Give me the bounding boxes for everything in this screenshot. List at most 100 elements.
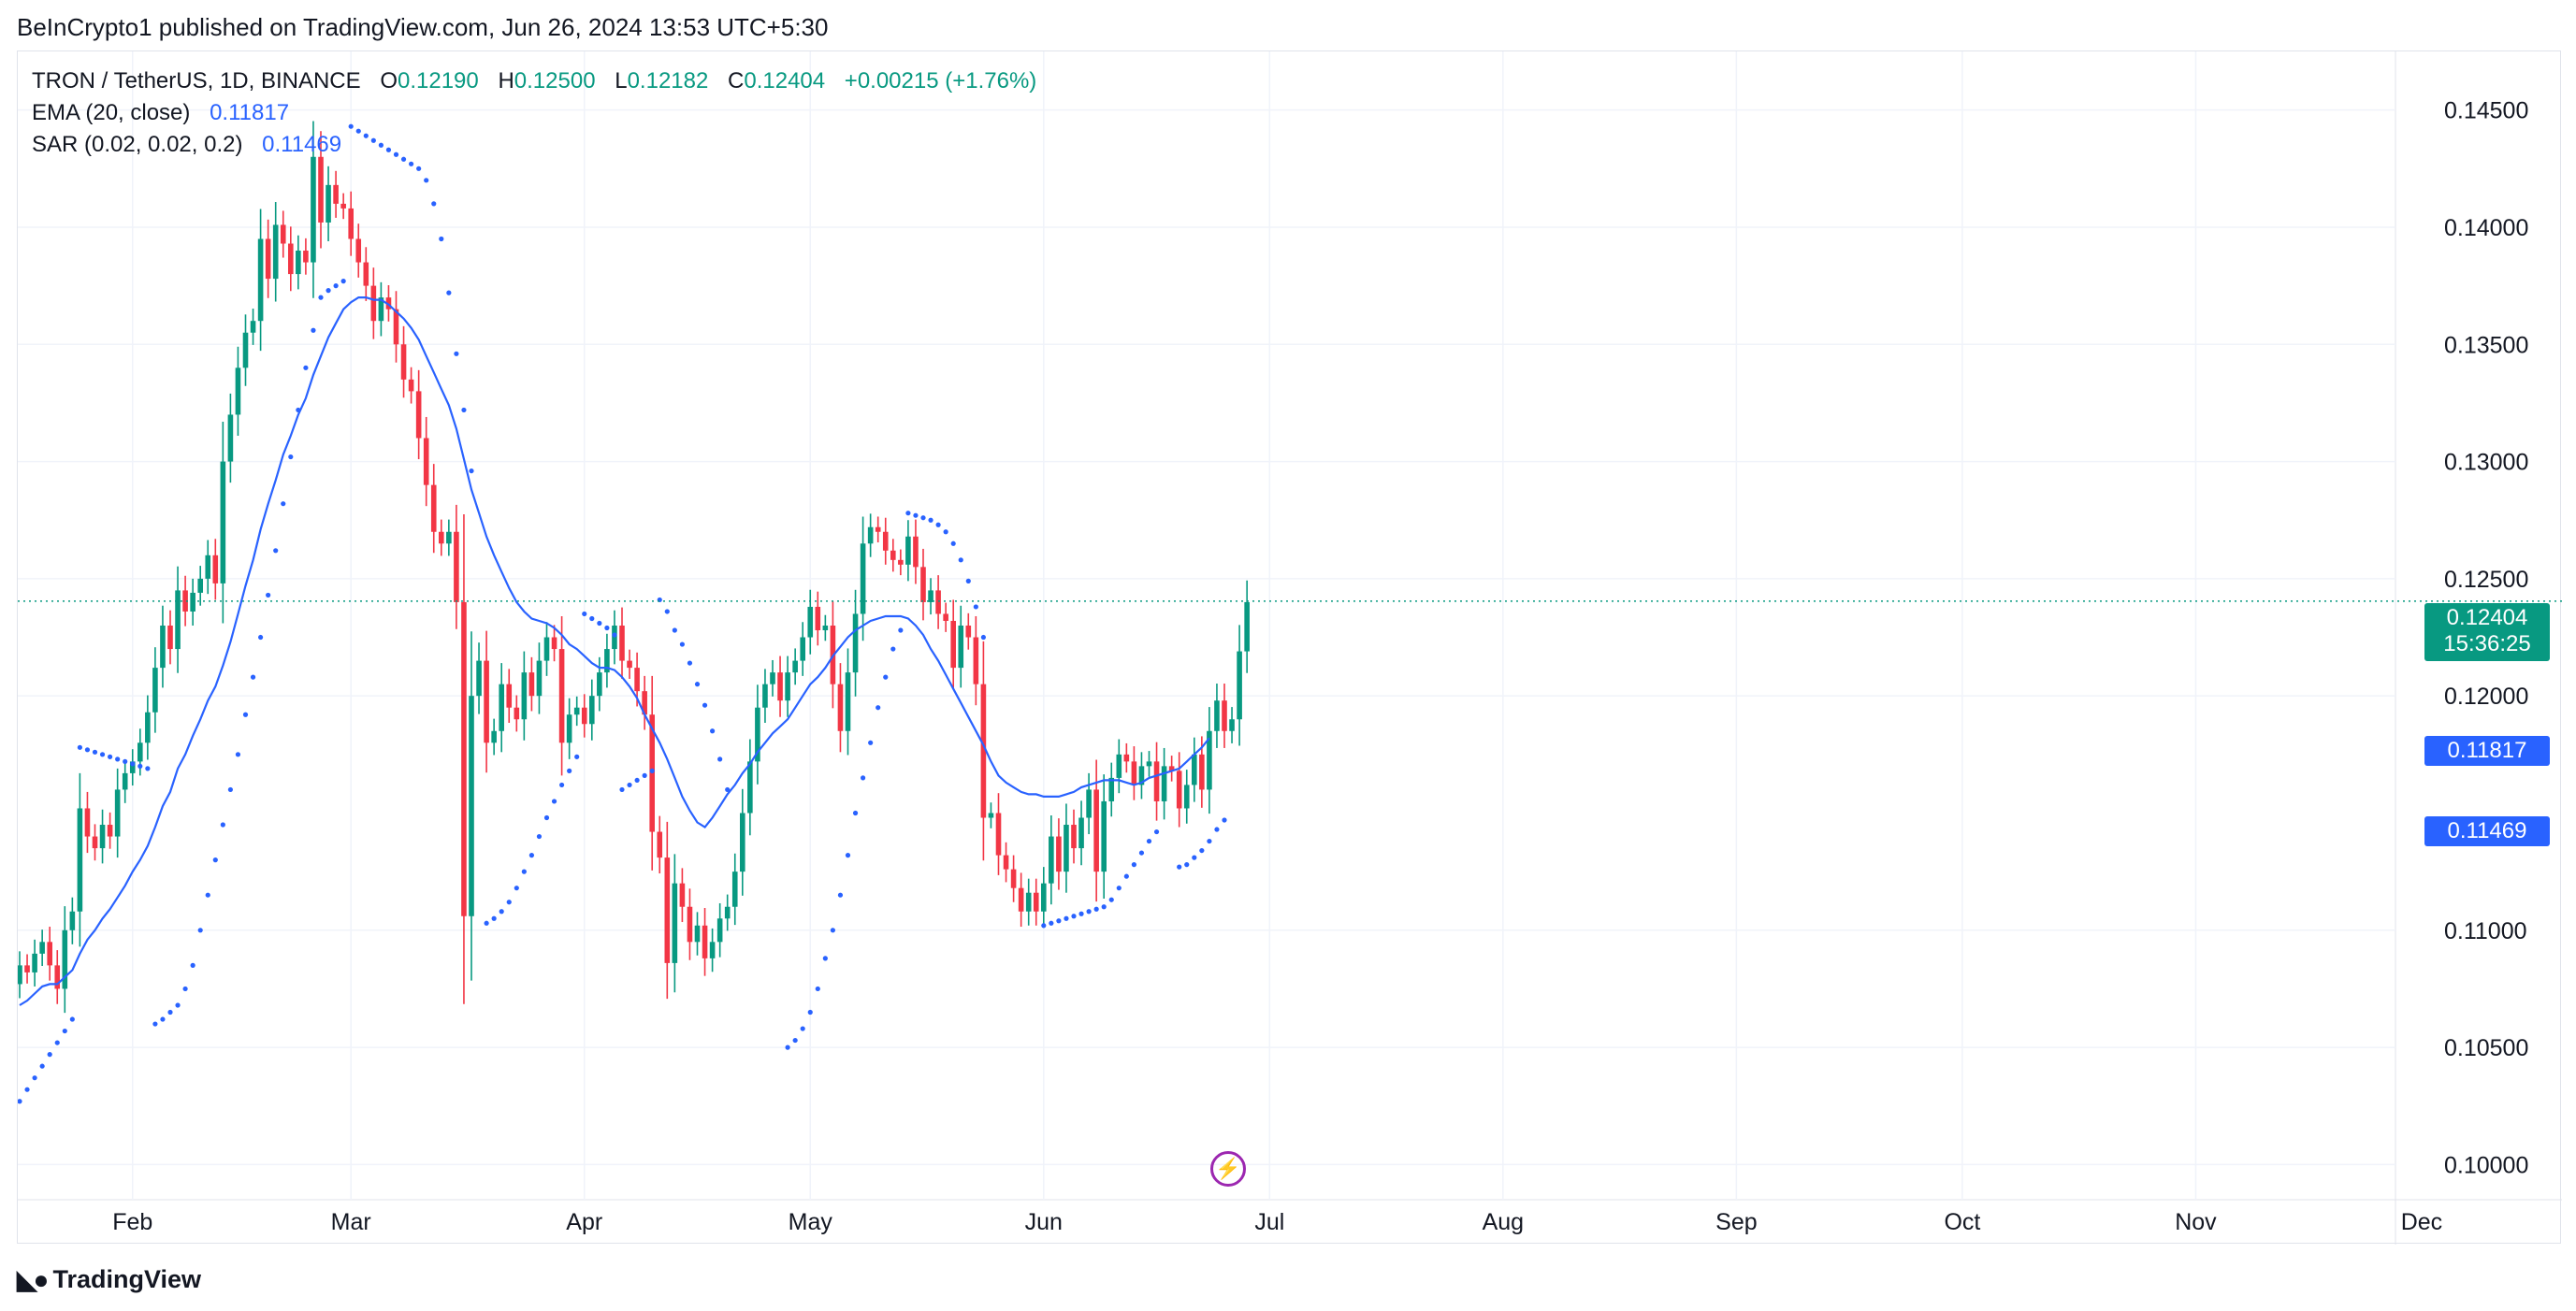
tradingview-logo[interactable]: ◣● TradingView [17,1264,201,1295]
sar-dot [69,1016,75,1022]
candle-body [393,309,399,345]
candle-body [32,953,37,972]
candle-body [1153,761,1160,801]
sar-dot [400,156,407,162]
tradingview-logo-icon: ◣● [17,1265,50,1294]
sar-dot [167,1009,173,1016]
sar-dot [409,161,414,166]
sar-dot [378,142,384,148]
sar-dot [702,702,708,708]
legend-high-label: H [498,68,514,94]
candle-body [815,606,821,631]
sar-dot [1049,920,1054,926]
candle-body [852,613,859,673]
candle-body [716,918,723,943]
candle-body [1183,785,1190,809]
candle-body [1237,651,1242,720]
sar-dot [604,625,610,631]
candle-body [1010,869,1017,888]
candle-body [363,262,369,286]
sar-dot [792,1037,798,1044]
sar-dot [943,529,948,535]
sar-dot [612,632,617,638]
sar-dot [1146,838,1152,844]
legend-symbol[interactable]: TRON / TetherUS, 1D, BINANCE [32,68,361,94]
candle-body [1146,761,1152,767]
candle-body [272,224,279,280]
price-chart[interactable]: 0.14500 0.14000 0.13500 0.13000 0.12500 0.120… [18,51,2562,1245]
sar-dot [1056,918,1062,924]
sar-dot [296,407,301,413]
y-tick-label: 0.14000 [2444,215,2528,241]
candle-body [296,251,301,275]
sar-dot [672,627,677,633]
candle-body [1207,730,1212,790]
legend-low-label: L [615,68,628,94]
candle-body [905,536,911,565]
candle-body [257,238,264,322]
x-tick-label: Jun [1025,1209,1063,1235]
candle-body [430,484,437,532]
candle-body [476,660,482,697]
sar-dot [424,178,429,183]
sar-dot [446,290,452,295]
candle-body [378,297,384,322]
event-lightning-icon[interactable]: ⚡ [1210,1151,1246,1187]
legend-ema-value: 0.11817 [210,100,290,125]
candle-body [227,414,234,462]
sar-dot [461,407,467,413]
candle-body [415,391,422,439]
sar-dot [574,754,580,759]
candle-body [664,857,671,963]
sar-dot [1064,915,1069,921]
sar-dot [845,853,851,858]
candle-body [687,906,693,943]
candle-body [1116,754,1122,778]
sar-dot [288,454,294,460]
legend-close: 0.12404 [744,68,826,94]
candle-body [679,883,686,907]
sar-dot [258,634,264,641]
sar-dot [137,763,143,769]
sar-dot [182,986,188,992]
sar-dot [227,786,233,793]
candle-body [92,836,98,849]
legend-sar-row[interactable]: SAR (0.02, 0.02, 0.2) 0.11469 [32,129,1036,161]
sar-dot [830,928,836,933]
sar-dot [175,1002,181,1008]
sar-dot [1093,906,1099,912]
candle-body [265,238,271,280]
y-tick-label: 0.10000 [2444,1152,2528,1178]
sar-dot [567,768,572,773]
x-tick-label: Aug [1483,1209,1524,1235]
candle-body [39,942,45,954]
sar-dot [852,810,859,816]
candle-body [24,965,30,972]
x-tick-label: Nov [2175,1209,2217,1235]
candle-body [521,672,528,720]
sar-dot [1101,904,1107,910]
sar-dot [800,1026,805,1031]
candle-body [845,672,851,731]
legend-ema-row[interactable]: EMA (20, close) 0.11817 [32,97,1036,129]
sar-dot [861,775,866,781]
sar-dot [725,786,731,793]
sar-dot [905,511,911,516]
candle-body [1033,892,1039,912]
sar-dot [822,956,828,961]
candle-body [867,526,874,544]
sar-dot [687,660,693,666]
candle-body [875,526,881,532]
sar-dot [717,756,723,762]
candle-body [1214,700,1220,731]
sar-dot [514,886,519,891]
sar-dot [1184,862,1190,868]
candle-body [558,649,565,743]
candle-body [152,668,158,713]
candle-body [355,238,362,263]
candle-body [740,813,745,872]
sar-dot [1123,873,1129,879]
candle-body [943,613,948,621]
candle-body [627,660,632,669]
x-tick-label: Sep [1715,1209,1757,1235]
